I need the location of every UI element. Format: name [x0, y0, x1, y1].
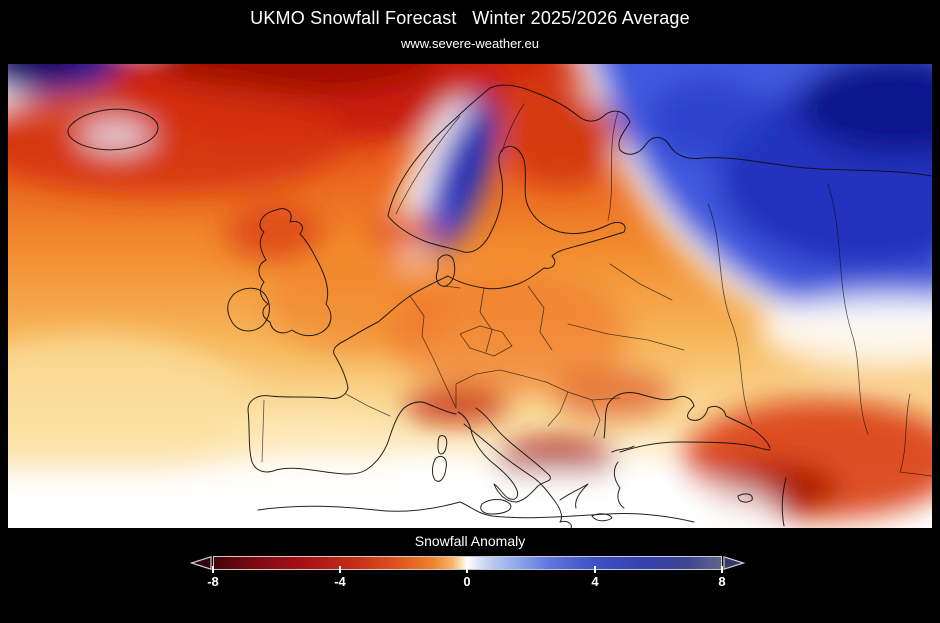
colorbar-tick-mark: [594, 566, 596, 573]
colorbar-tick-mark: [339, 566, 341, 573]
colorbar-left-arrow-icon: [190, 556, 212, 570]
colorbar-tick-mark: [466, 566, 468, 573]
colorbar-tick-label: -8: [207, 574, 219, 589]
colorbar-tick-mark: [721, 566, 723, 573]
page-title: UKMO Snowfall Forecast Winter 2025/2026 …: [250, 8, 690, 28]
colorbar-tick-label: 0: [463, 574, 471, 589]
source-url: www.severe-weather.eu: [400, 36, 539, 51]
colorbar-tick-label: -4: [334, 574, 346, 589]
colorbar-title: Snowfall Anomaly: [414, 533, 526, 549]
europe-anomaly-map-svg: [8, 64, 932, 528]
colorbar-right-arrow-icon: [723, 556, 745, 570]
colorbar-tick-label: 8: [718, 574, 726, 589]
colorbar-tick-label: 4: [591, 574, 599, 589]
colorbar-tick-mark: [212, 566, 214, 573]
anomaly-field-blobs: [8, 64, 932, 528]
coastlines: [67, 84, 932, 528]
forecast-map: [8, 64, 932, 528]
